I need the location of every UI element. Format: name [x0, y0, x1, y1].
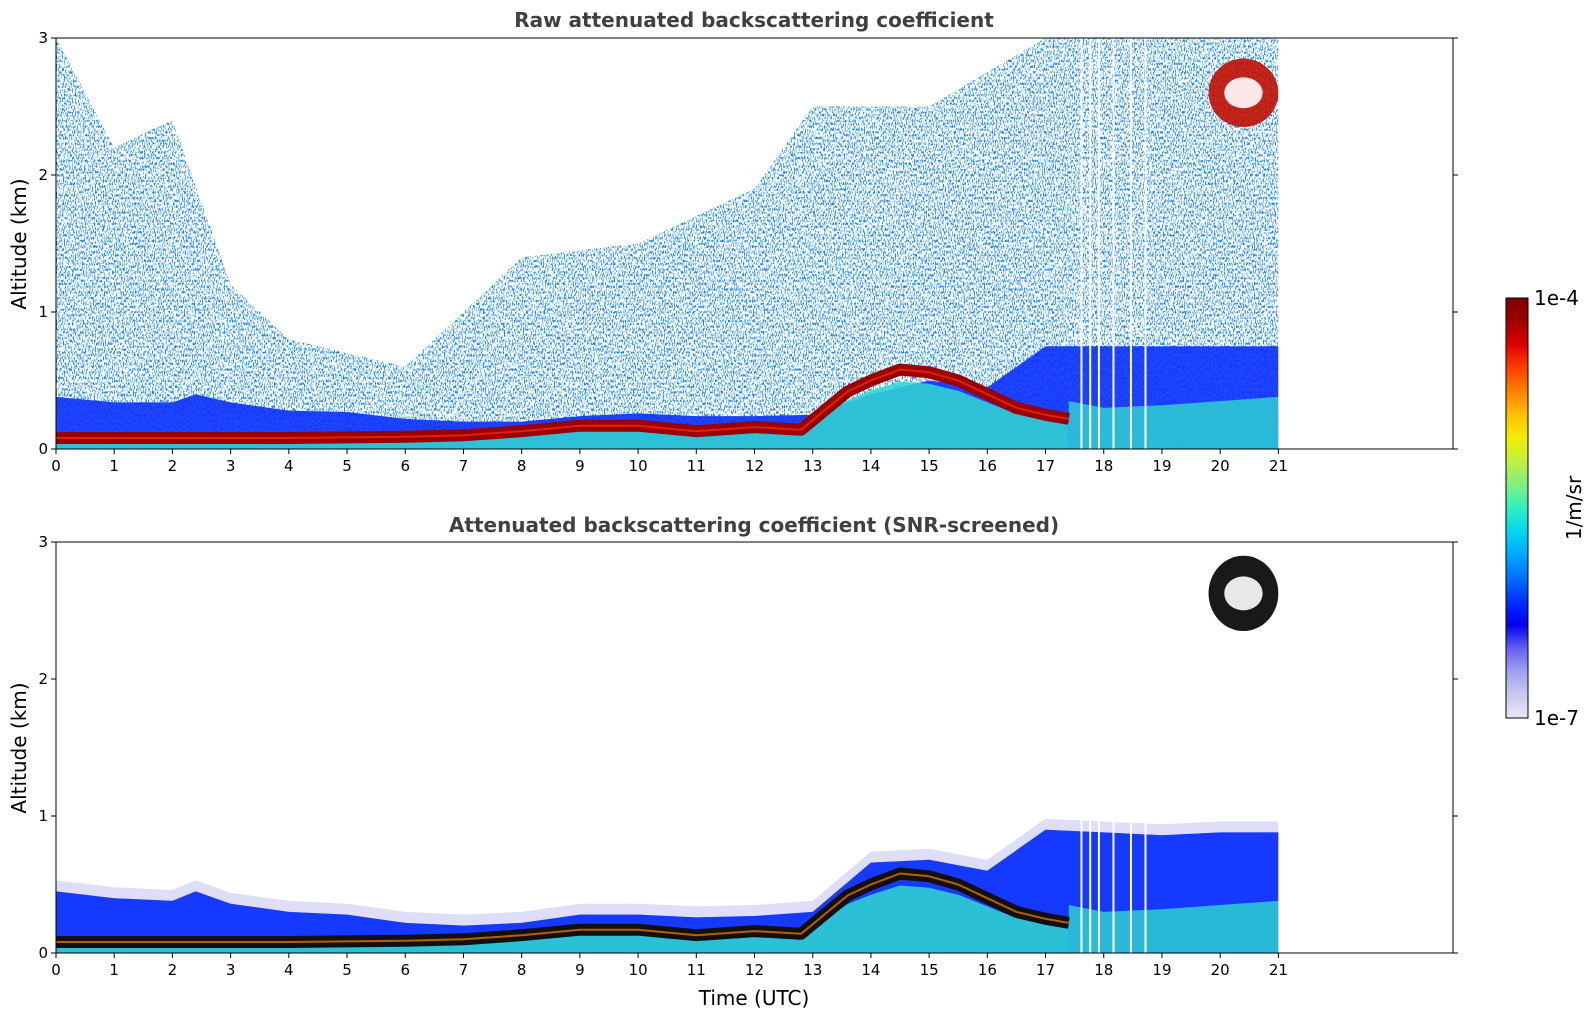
- x-axis-label: Time (UTC): [698, 986, 810, 1010]
- data-gap: [1112, 542, 1115, 953]
- x-tick-label: 14: [861, 457, 880, 475]
- x-tick-label: 11: [687, 457, 706, 475]
- data-gap: [1080, 542, 1083, 953]
- data-gap: [1080, 38, 1083, 449]
- colorbar-unit-label: 1/m/sr: [1562, 475, 1586, 540]
- x-tick-label: 10: [629, 961, 648, 979]
- data-gap: [1097, 542, 1100, 953]
- y-tick-label: 1: [38, 807, 48, 825]
- x-tick-label: 8: [517, 457, 527, 475]
- x-tick-label: 7: [459, 457, 469, 475]
- x-tick-label: 5: [342, 961, 352, 979]
- x-tick-label: 16: [978, 961, 997, 979]
- x-tick-label: 12: [745, 457, 764, 475]
- data-gap: [1129, 542, 1132, 953]
- dense-layer-edge: [56, 872, 1069, 943]
- x-tick-label: 19: [1152, 457, 1171, 475]
- snr-screened-panel: Attenuated backscattering coefficient (S…: [7, 513, 1458, 1010]
- y-tick-label: 2: [38, 166, 48, 184]
- x-tick-label: 15: [920, 961, 939, 979]
- x-tick-label: 18: [1094, 457, 1113, 475]
- colorbar-gradient: [1505, 297, 1529, 719]
- data-gap: [1089, 542, 1092, 953]
- mixed-layer: [56, 885, 1069, 953]
- cloud-gap: [1224, 77, 1263, 109]
- y-axis: 0 1 2 3: [38, 533, 1458, 962]
- x-tick-label: 2: [168, 961, 178, 979]
- panel-title: Raw attenuated backscattering coefficien…: [514, 8, 994, 32]
- x-axis: 0 1 2 3 4 5 6 7 8 9 10 11 12 13 14 15 16 17 18 19 20 21: [51, 449, 1288, 475]
- x-tick-label: 8: [517, 961, 527, 979]
- y-tick-label: 2: [38, 670, 48, 688]
- no-data-region: [1278, 38, 1453, 449]
- y-tick-label: 1: [38, 303, 48, 321]
- data-gap: [1112, 38, 1115, 449]
- x-tick-label: 9: [575, 457, 585, 475]
- y-tick-label: 3: [38, 29, 48, 47]
- x-tick-label: 16: [978, 457, 997, 475]
- x-tick-label: 17: [1036, 961, 1055, 979]
- mixed-layer: [56, 381, 1069, 449]
- y-axis-label: Altitude (km): [7, 682, 31, 813]
- data-gap: [1144, 38, 1147, 449]
- x-tick-label: 0: [51, 961, 61, 979]
- colorbar: 1e-4 1e-7 1/m/sr: [1505, 286, 1586, 730]
- x-tick-label: 20: [1211, 457, 1230, 475]
- x-tick-label: 5: [342, 457, 352, 475]
- x-tick-label: 14: [861, 961, 880, 979]
- y-axis: 0 1 2 3: [38, 29, 1458, 458]
- x-tick-label: 3: [226, 961, 236, 979]
- x-tick-label: 15: [920, 457, 939, 475]
- x-tick-label: 21: [1269, 457, 1288, 475]
- x-tick-label: 20: [1211, 961, 1230, 979]
- data-gap: [1089, 38, 1092, 449]
- mixed-layer-late: [1068, 900, 1279, 953]
- x-tick-label: 4: [284, 961, 294, 979]
- x-tick-label: 10: [629, 457, 648, 475]
- data-gap: [1097, 38, 1100, 449]
- data-gap: [1129, 38, 1132, 449]
- x-tick-label: 1: [109, 457, 119, 475]
- y-tick-label: 0: [38, 944, 48, 962]
- x-tick-label: 17: [1036, 457, 1055, 475]
- x-tick-label: 4: [284, 457, 294, 475]
- x-tick-label: 11: [687, 961, 706, 979]
- y-tick-label: 3: [38, 533, 48, 551]
- dense-layer-edge: [56, 368, 1069, 439]
- x-axis: 0 1 2 3 4 5 6 7 8 9 10 11 12 13 14 15 16 17 18 19 20 21: [51, 953, 1288, 979]
- mixed-layer-late: [1068, 396, 1279, 449]
- x-tick-label: 1: [109, 961, 119, 979]
- x-tick-label: 2: [168, 457, 178, 475]
- x-tick-label: 9: [575, 961, 585, 979]
- y-tick-label: 0: [38, 440, 48, 458]
- x-tick-label: 13: [803, 457, 822, 475]
- cloud-gap: [1224, 576, 1263, 611]
- x-tick-label: 19: [1152, 961, 1171, 979]
- colorbar-min-label: 1e-7: [1534, 706, 1579, 730]
- x-tick-label: 13: [803, 961, 822, 979]
- heatmap-area: [56, 38, 1453, 449]
- x-tick-label: 3: [226, 457, 236, 475]
- x-tick-label: 18: [1094, 961, 1113, 979]
- colorbar-max-label: 1e-4: [1534, 286, 1579, 310]
- heatmap-area: [56, 542, 1453, 953]
- y-axis-label: Altitude (km): [7, 178, 31, 309]
- no-data-region: [1278, 542, 1453, 953]
- panel-title: Attenuated backscattering coefficient (S…: [449, 513, 1059, 537]
- x-tick-label: 0: [51, 457, 61, 475]
- data-gap: [1144, 542, 1147, 953]
- x-tick-label: 6: [400, 457, 410, 475]
- raw-backscatter-panel: Raw attenuated backscattering coefficien…: [7, 8, 1458, 475]
- x-tick-label: 6: [400, 961, 410, 979]
- x-tick-label: 12: [745, 961, 764, 979]
- x-tick-label: 21: [1269, 961, 1288, 979]
- x-tick-label: 7: [459, 961, 469, 979]
